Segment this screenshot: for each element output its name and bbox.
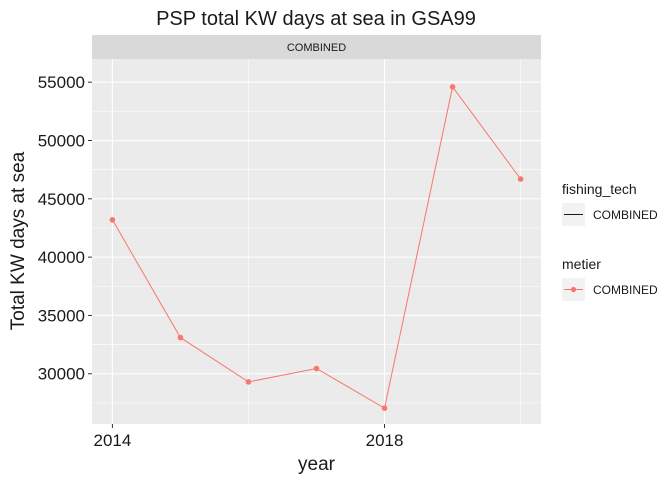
y-axis-title: Total KW days at sea (8, 151, 29, 330)
x-axis-title: year (298, 454, 336, 475)
data-point (245, 379, 252, 385)
legend-point-icon (570, 286, 577, 293)
data-point (381, 405, 388, 411)
x-axis: 2014 2018 (93, 424, 403, 450)
y-axis: 30000 35000 40000 45000 50000 55000 (38, 73, 92, 384)
data-point (109, 217, 116, 223)
chart-title: PSP total KW days at sea in GSA99 (156, 8, 476, 30)
grid (92, 59, 541, 424)
legend-label-metier: COMBINED (593, 283, 658, 297)
y-tick-label: 55000 (38, 73, 85, 92)
data-point (449, 84, 456, 90)
facet-strip (92, 35, 541, 59)
y-tick-label: 40000 (38, 248, 85, 267)
x-tick-label: 2018 (366, 431, 404, 450)
y-tick-label: 45000 (38, 190, 85, 209)
data-point (313, 365, 320, 372)
data-points (109, 84, 524, 411)
y-tick-label: 30000 (38, 365, 85, 384)
x-tick-label: 2014 (93, 431, 131, 450)
legend: fishing_tech COMBINED metier COMBINED (562, 181, 658, 301)
legend-title-fishing-tech: fishing_tech (562, 181, 637, 197)
y-tick-label: 50000 (38, 132, 85, 151)
plot-panel (92, 59, 541, 424)
y-tick-label: 35000 (38, 306, 85, 325)
legend-label-fishing-tech: COMBINED (593, 208, 658, 222)
data-point (177, 334, 184, 341)
facet-strip-label: COMBINED (287, 42, 346, 54)
data-point (517, 176, 524, 182)
legend-title-metier: metier (562, 256, 601, 272)
